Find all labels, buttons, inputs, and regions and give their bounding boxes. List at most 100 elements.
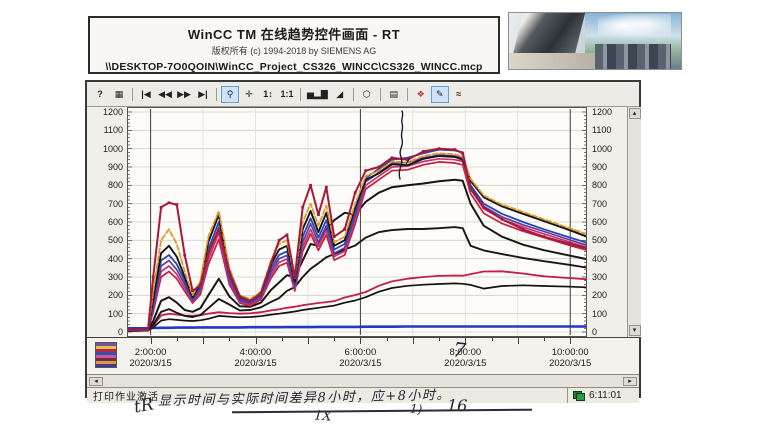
banner-floor: [509, 53, 599, 69]
x-tick-label: 6:00:00 2020/3/15: [339, 347, 382, 369]
x-tick-mark: [360, 338, 362, 344]
y-tick-label: 1000: [592, 143, 613, 154]
stop-update-icon[interactable]: ⬡: [358, 86, 376, 103]
y-axis-right: 1200 1100 1000 900 800 700 600 500 400 300 200 100 0: [587, 107, 627, 337]
pen-blue: [126, 148, 587, 332]
status-clock: 6:11:01: [589, 390, 622, 401]
trend-control-window: ? ▦ |◀ ◀◀ ▶▶ ▶| ⚲ ✛ 1↕ 1:1 ▅▂▇ ◢ ⬡ ▤ ❖ ✎ ≈ 1200 1100 1000 9…: [85, 80, 641, 403]
y-tick-label: 900: [592, 162, 608, 172]
legend-table-icon[interactable]: ▦: [110, 86, 128, 103]
pen-crimson-markers: [126, 147, 587, 331]
y-tick-label: 1200: [592, 107, 613, 117]
y-tick-label: 1100: [592, 125, 612, 136]
trend-plot-area[interactable]: [125, 107, 588, 337]
y-tick-label: 200: [107, 290, 123, 301]
x-tick-mark: [543, 338, 545, 341]
toolbar-separator: [406, 87, 408, 101]
status-bar: 打印作业激活 6:11:01: [87, 387, 639, 403]
y-tick-label: 100: [107, 308, 123, 319]
x-tick-mark: [255, 338, 257, 344]
axis-corner-right: [587, 338, 639, 374]
print-icon[interactable]: ▤: [385, 86, 403, 103]
y-axis-left: 1200 1100 1000 900 800 700 600 500 400 300 200 100 0: [87, 107, 127, 337]
x-tick-label: 2:00:00 2020/3/15: [129, 347, 172, 369]
y-tick-label: 800: [592, 180, 608, 191]
help-icon[interactable]: ?: [91, 86, 109, 103]
y-tick-label: 400: [592, 253, 608, 264]
x-tick-mark: [412, 338, 414, 344]
x-tick-mark: [334, 338, 336, 341]
y-tick-label: 1200: [102, 107, 123, 117]
pen-black-low: [126, 282, 587, 332]
x-tick-mark: [491, 338, 493, 341]
pen-black-mid: [126, 226, 587, 332]
banner-panels: [595, 44, 671, 69]
y-tick-label: 600: [592, 217, 608, 227]
x-tick-mark: [307, 338, 309, 344]
axis-corner-left: [87, 338, 127, 374]
x-tick-label: 4:00:00 2020/3/15: [234, 347, 277, 369]
banner-image: [508, 12, 682, 70]
copyright-text: 版权所有 (c) 1994-2018 by SIEMENS AG: [211, 46, 377, 56]
trend-curves-icon[interactable]: ≈: [450, 86, 468, 103]
x-tick-mark: [176, 338, 178, 341]
trend-legend-button[interactable]: [95, 342, 117, 368]
last-record-icon[interactable]: ▶|: [194, 86, 212, 103]
page-title: WinCC TM 在线趋势控件画面 - RT: [187, 27, 401, 42]
y-tick-label: 900: [107, 162, 123, 172]
previous-record-icon[interactable]: ◀◀: [156, 86, 174, 103]
scroll-up-icon[interactable]: ▴: [628, 108, 641, 119]
scroll-right-icon[interactable]: ▸: [623, 376, 637, 386]
x-tick-mark: [150, 338, 152, 344]
pen-black-high: [126, 178, 587, 332]
x-tick-mark: [386, 338, 388, 341]
toolbar-separator: [379, 87, 381, 101]
area-view-icon[interactable]: ◢: [331, 86, 349, 103]
y-tick-label: 600: [107, 217, 123, 227]
next-record-icon[interactable]: ▶▶: [175, 86, 193, 103]
time-axis: 2:00:00 2020/3/15 4:00:00 2020/3/15 6:00:00 2…: [127, 338, 591, 374]
handwritten-underline-stroke: [231, 408, 533, 413]
page-header-box: WinCC TM 在线趋势控件画面 - RT 版权所有 (c) 1994-201…: [88, 16, 500, 74]
toolbar-separator: [132, 87, 133, 101]
toolbar-separator: [352, 87, 354, 101]
time-axis-row: 2:00:00 2020/3/15 4:00:00 2020/3/15 6:00:00 2…: [87, 337, 639, 374]
x-tick-mark: [465, 338, 467, 344]
bar-view-icon[interactable]: ▅▂▇: [305, 86, 330, 103]
y-tick-label: 100: [592, 308, 608, 319]
y-tick-label: 200: [592, 290, 608, 301]
toolbar-separator: [216, 87, 217, 101]
y-tick-label: 700: [592, 198, 608, 209]
pen-blue-flat: [125, 325, 588, 330]
scroll-down-icon[interactable]: ▾: [628, 325, 641, 336]
banner-clouds: [598, 14, 671, 41]
first-record-icon[interactable]: |◀: [137, 86, 155, 103]
x-tick-mark: [203, 338, 205, 344]
project-path: \\DESKTOP-7O0QOIN\WinCC_Project_CS326_WI…: [105, 61, 483, 73]
y-tick-label: 500: [107, 235, 123, 246]
y-tick-label: 300: [107, 272, 123, 282]
edit-chart-icon[interactable]: ✎: [430, 85, 449, 103]
pan-icon[interactable]: ✛: [240, 86, 258, 103]
y-tick-label: 800: [107, 180, 123, 191]
one-to-one-icon[interactable]: 1:1: [278, 86, 296, 103]
zoom-value-axis-icon[interactable]: 1↕: [259, 86, 277, 103]
pen-red-low: [126, 270, 587, 332]
y-tick-label: 1100: [103, 125, 123, 136]
horizontal-scrollbar[interactable]: ◂ ▸: [87, 374, 639, 387]
y-tick-label: 0: [117, 327, 123, 337]
x-tick-mark: [517, 338, 519, 344]
x-tick-mark: [229, 338, 231, 341]
select-trends-icon[interactable]: ❖: [412, 86, 430, 103]
chart-row: 1200 1100 1000 900 800 700 600 500 400 300 200 100 0…: [87, 107, 641, 337]
vertical-scrollbar[interactable]: ▴ ▾: [627, 107, 641, 337]
y-tick-label: 300: [592, 272, 608, 282]
y-tick-label: 700: [107, 198, 123, 209]
x-tick-mark: [570, 338, 572, 344]
scroll-left-icon[interactable]: ◂: [89, 376, 103, 386]
status-clock-pane: 6:11:01: [567, 388, 639, 403]
handwritten-mark-paren: 1): [409, 401, 423, 417]
x-tick-label: 8:00:00 2020/3/15: [444, 347, 487, 369]
pen-red-bundle: [126, 161, 587, 332]
zoom-icon[interactable]: ⚲: [221, 85, 239, 103]
